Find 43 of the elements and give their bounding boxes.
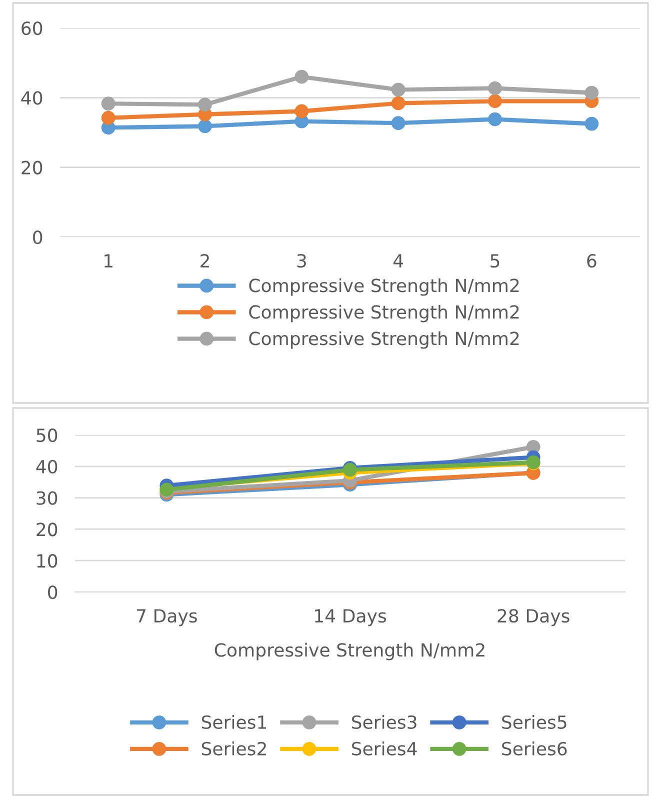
x-tick-label: 7 Days	[137, 609, 197, 626]
x-tick-label: 2	[200, 254, 209, 268]
y-tick-label: 10	[37, 554, 58, 568]
y-tick-label: 20	[22, 160, 42, 174]
y-tick-label: 0	[48, 585, 58, 600]
legend-label: Series1	[202, 715, 266, 729]
point	[488, 81, 502, 96]
point	[198, 119, 212, 134]
point	[488, 112, 502, 126]
y-tick-label: 20	[36, 522, 58, 536]
legend-label: Compressive Strength N/mm2	[249, 331, 519, 349]
y-tick-label: 50	[36, 428, 58, 442]
point	[391, 116, 406, 130]
point	[198, 98, 212, 112]
y-tick-label: 0	[33, 230, 42, 244]
point	[101, 110, 116, 125]
x-tick-label: 6	[587, 254, 596, 268]
point	[488, 94, 502, 108]
legend-label: Compressive Strength N/mm2	[249, 304, 519, 322]
y-tick-label: 60	[22, 21, 42, 36]
legend-label: Series3	[352, 715, 416, 729]
point	[391, 96, 406, 110]
point	[584, 86, 599, 100]
point	[294, 70, 309, 84]
x-tick-label: 3	[297, 254, 306, 268]
point	[584, 116, 599, 131]
x-tick-label: 28 Days	[498, 608, 570, 626]
x-axis-title: Compressive Strength N/mm2	[214, 642, 484, 660]
legend-label: Series6	[502, 742, 567, 756]
legend-label: Series2	[202, 742, 266, 756]
y-tick-label: 30	[36, 491, 58, 505]
x-tick-label: 5	[490, 254, 500, 268]
x-tick-label: 4	[393, 254, 404, 268]
y-tick-label: 40	[21, 91, 42, 105]
point	[391, 82, 406, 97]
y-tick-label: 40	[36, 460, 58, 474]
point	[101, 96, 116, 111]
x-tick-label: 14 Days	[315, 609, 386, 626]
legend-label: Series5	[502, 715, 566, 729]
legend-label: Compressive Strength N/mm2	[249, 278, 519, 296]
legend-label: Series4	[352, 742, 417, 756]
point	[294, 104, 309, 118]
x-tick-label: 1	[104, 254, 112, 268]
